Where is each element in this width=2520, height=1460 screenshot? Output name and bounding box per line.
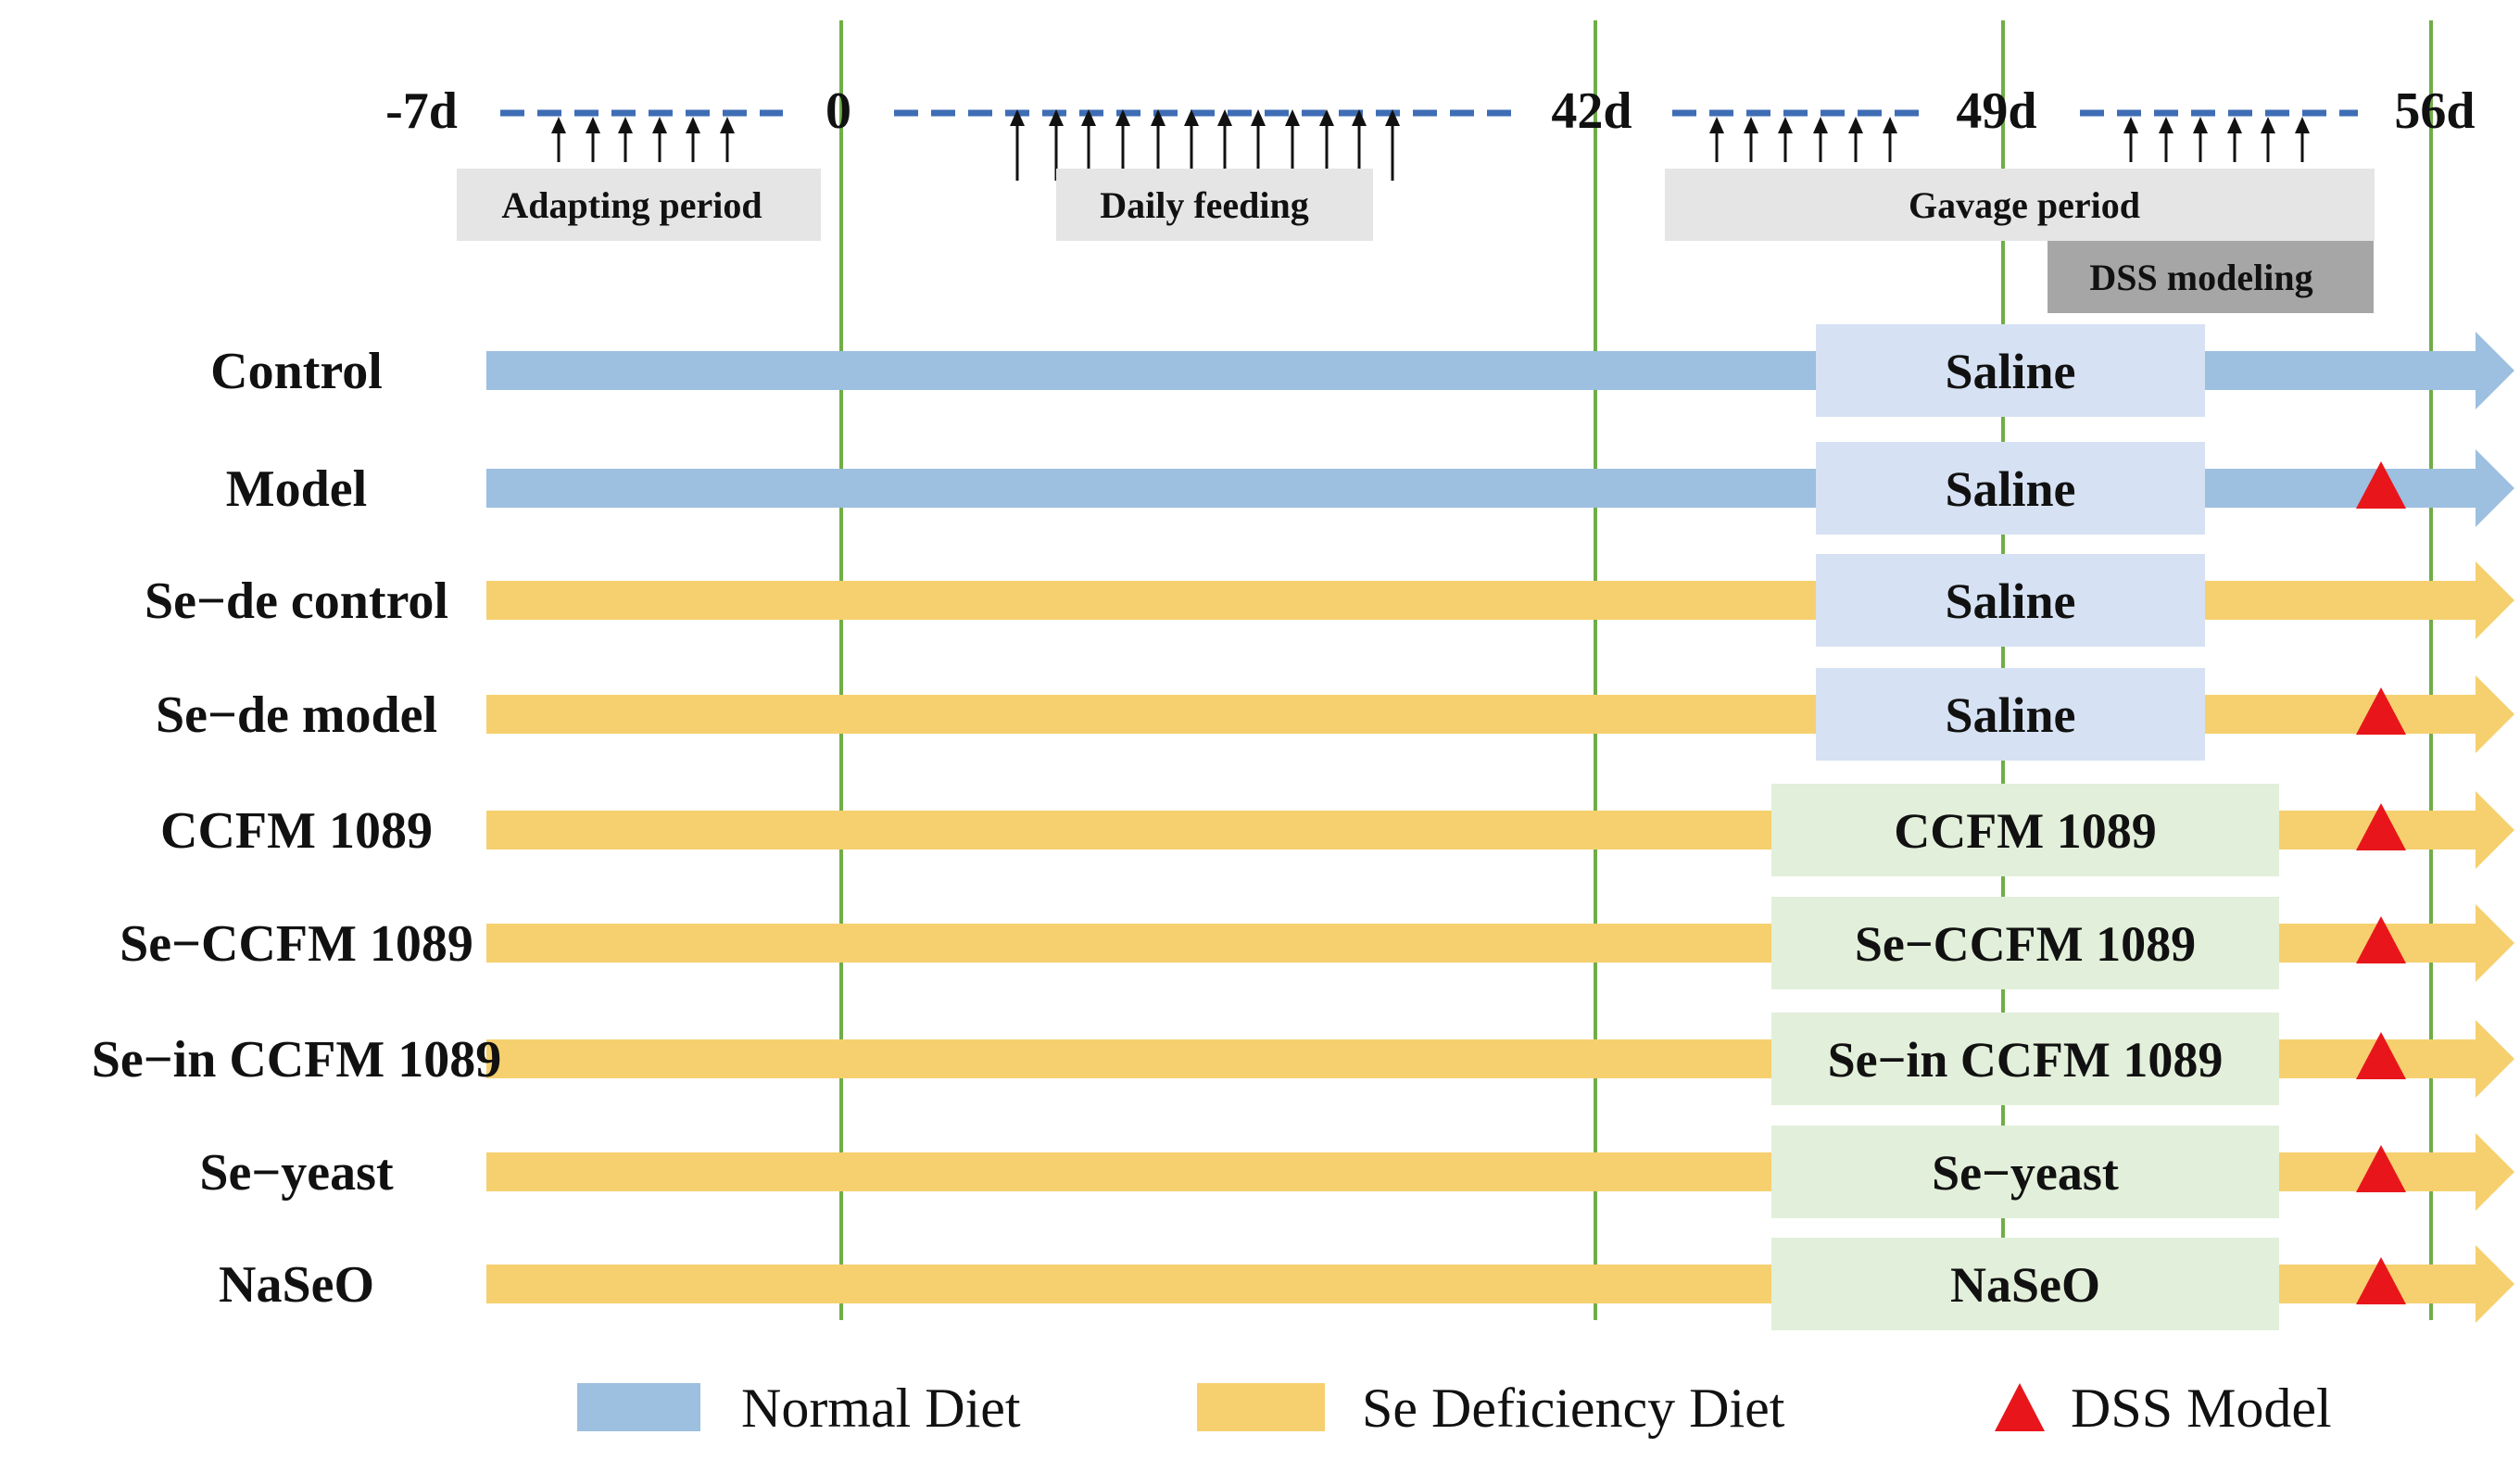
treatment-label: NaSeO [1950, 1257, 2100, 1313]
period-box-adapting [457, 169, 821, 241]
legend: Normal Diet Se Deficiency Diet DSS Model [577, 1378, 2332, 1439]
up-arrow [652, 117, 667, 162]
up-arrow [1848, 117, 1863, 162]
period-boxes: Adapting period Daily feeding Gavage per… [457, 169, 2375, 313]
dss-marker [2356, 1145, 2406, 1192]
group-row: Se−de model Saline [156, 668, 2514, 761]
group-row: NaSeO NaSeO [219, 1238, 2514, 1330]
treatment-label: CCFM 1089 [1894, 803, 2156, 859]
treatment-label: Se−CCFM 1089 [1855, 916, 2196, 972]
diet-arrowhead [2476, 332, 2514, 409]
tick-label-49: 49d [1956, 82, 2036, 140]
up-arrow [551, 117, 566, 162]
up-arrow [2123, 117, 2138, 162]
treatment-label: Saline [1945, 573, 2075, 629]
group-label: Se−in CCFM 1089 [92, 1031, 502, 1089]
diet-arrowhead [2476, 904, 2514, 982]
treatment-label: Se−in CCFM 1089 [1828, 1032, 2224, 1088]
period-box-gavage [1665, 169, 2375, 241]
group-label: NaSeO [219, 1256, 374, 1314]
up-arrow [618, 117, 633, 162]
treatment-box [1771, 784, 2279, 876]
period-box-dss [2048, 241, 2374, 313]
treatment-box [1771, 1126, 2279, 1218]
dss-marker [2356, 461, 2406, 509]
treatment-label: Saline [1945, 687, 2075, 743]
up-arrow [2193, 117, 2208, 162]
up-arrow [586, 117, 600, 162]
group-label: CCFM 1089 [160, 802, 433, 860]
group-row: Se−CCFM 1089 Se−CCFM 1089 [120, 897, 2514, 989]
tick-labels: -7d 0 42d 49d 56d [385, 82, 2475, 140]
up-arrow [1744, 117, 1758, 162]
up-arrow [1709, 117, 1724, 162]
legend-label-normal: Normal Diet [741, 1378, 1021, 1439]
legend-dss-marker [1995, 1383, 2045, 1431]
treatment-label: Saline [1945, 344, 2075, 399]
treatment-box [1816, 324, 2205, 417]
up-arrow [2295, 117, 2310, 162]
group-row: Se−in CCFM 1089 Se−in CCFM 1089 [92, 1013, 2514, 1105]
dss-marker [2356, 803, 2406, 850]
up-arrow [2159, 117, 2174, 162]
group-label: Se−de control [145, 573, 448, 630]
period-box-feeding [1056, 169, 1373, 241]
treatment-label: Saline [1945, 461, 2075, 517]
feeding-arrows [551, 109, 2310, 181]
period-label-dss: DSS modeling [2089, 257, 2312, 298]
period-label-adapting: Adapting period [501, 184, 762, 226]
treatment-box [1771, 1013, 2279, 1105]
treatment-box [1771, 1238, 2279, 1330]
group-row: Se−de control Saline [145, 554, 2514, 647]
tick-label-56: 56d [2394, 82, 2475, 140]
diet-arrowhead [2476, 1133, 2514, 1211]
up-arrow [1883, 117, 1897, 162]
legend-label-deficient: Se Deficiency Diet [1362, 1378, 1785, 1439]
diet-arrowhead [2476, 561, 2514, 639]
tick-label-minus7: -7d [385, 82, 458, 140]
treatment-label: Se−yeast [1932, 1145, 2119, 1201]
diet-arrowhead [2476, 1020, 2514, 1098]
group-row: Model Saline [226, 442, 2514, 535]
treatment-box [1771, 897, 2279, 989]
up-arrow [2261, 117, 2275, 162]
diet-arrowhead [2476, 791, 2514, 869]
up-arrow [720, 117, 735, 162]
dss-marker [2356, 687, 2406, 735]
treatment-box [1816, 554, 2205, 647]
tick-label-0: 0 [825, 82, 851, 140]
dss-marker [2356, 1032, 2406, 1079]
group-label: Control [210, 343, 383, 400]
dss-marker [2356, 916, 2406, 963]
legend-swatch-normal [577, 1383, 700, 1431]
dss-marker [2356, 1257, 2406, 1304]
treatment-box [1816, 442, 2205, 535]
up-arrow [2227, 117, 2242, 162]
group-label: Se−CCFM 1089 [120, 915, 473, 973]
period-label-gavage: Gavage period [1909, 184, 2140, 226]
up-arrow [1813, 117, 1828, 162]
diet-arrowhead [2476, 675, 2514, 753]
group-row: Se−yeast Se−yeast [199, 1126, 2514, 1218]
group-label: Model [226, 460, 367, 518]
period-label-feeding: Daily feeding [1100, 184, 1309, 226]
group-label: Se−de model [156, 686, 437, 744]
treatment-box [1816, 668, 2205, 761]
up-arrow [1778, 117, 1793, 162]
tick-label-42: 42d [1551, 82, 1632, 140]
up-arrow [1010, 109, 1025, 181]
up-arrow [686, 117, 700, 162]
diet-arrowhead [2476, 1245, 2514, 1323]
group-row: CCFM 1089 CCFM 1089 [160, 784, 2514, 876]
group-rows: Control Saline Model Saline Se−de control Sal… [92, 324, 2514, 1330]
legend-swatch-deficient [1197, 1383, 1325, 1431]
up-arrow [1385, 109, 1400, 181]
group-label: Se−yeast [199, 1144, 394, 1202]
group-row: Control Saline [210, 324, 2514, 417]
legend-label-dss: DSS Model [2071, 1378, 2332, 1439]
diet-arrowhead [2476, 449, 2514, 527]
